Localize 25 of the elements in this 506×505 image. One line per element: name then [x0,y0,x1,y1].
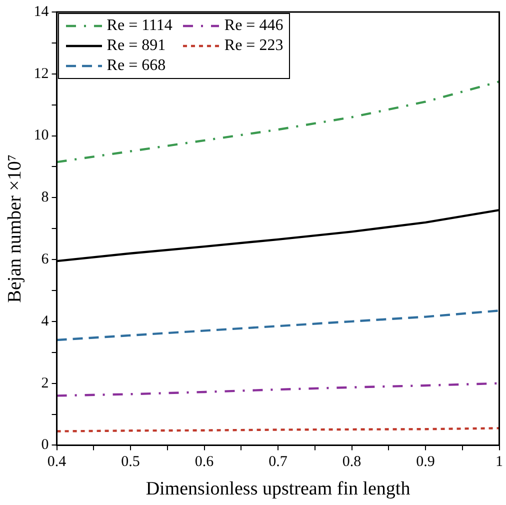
x-tick-label: 1 [496,454,503,470]
y-tick-label: 12 [34,66,49,82]
line-series [56,310,500,342]
line-series [56,80,500,164]
legend-label: Re = 223 [224,37,284,55]
x-tick-label: 0.9 [416,454,435,470]
x-tick-label: 0.4 [47,454,67,470]
legend-label: Re = 668 [106,57,166,75]
x-tick-label: 0.7 [268,454,288,470]
legend-label: Re = 1114 [106,17,172,35]
y-axis-title: Bejan number ×10⁷ [4,154,26,303]
x-axis-title: Dimensionless upstream fin length [146,478,411,500]
legend-label: Re = 891 [106,37,166,55]
legend-label: Re = 446 [224,17,284,35]
y-tick-label: 10 [34,128,49,144]
y-tick-label: 4 [41,313,50,330]
x-tick-label: 0.5 [121,454,140,470]
line-series [56,382,500,397]
y-tick-label: 8 [41,190,49,206]
y-tick-label: 2 [41,375,49,392]
x-tick-label: 0.8 [342,454,362,470]
y-tick-label: 6 [41,251,50,268]
x-tick-label: 0.6 [194,454,214,470]
y-tick-label: 14 [34,4,50,20]
y-tick-label: 0 [41,437,49,454]
